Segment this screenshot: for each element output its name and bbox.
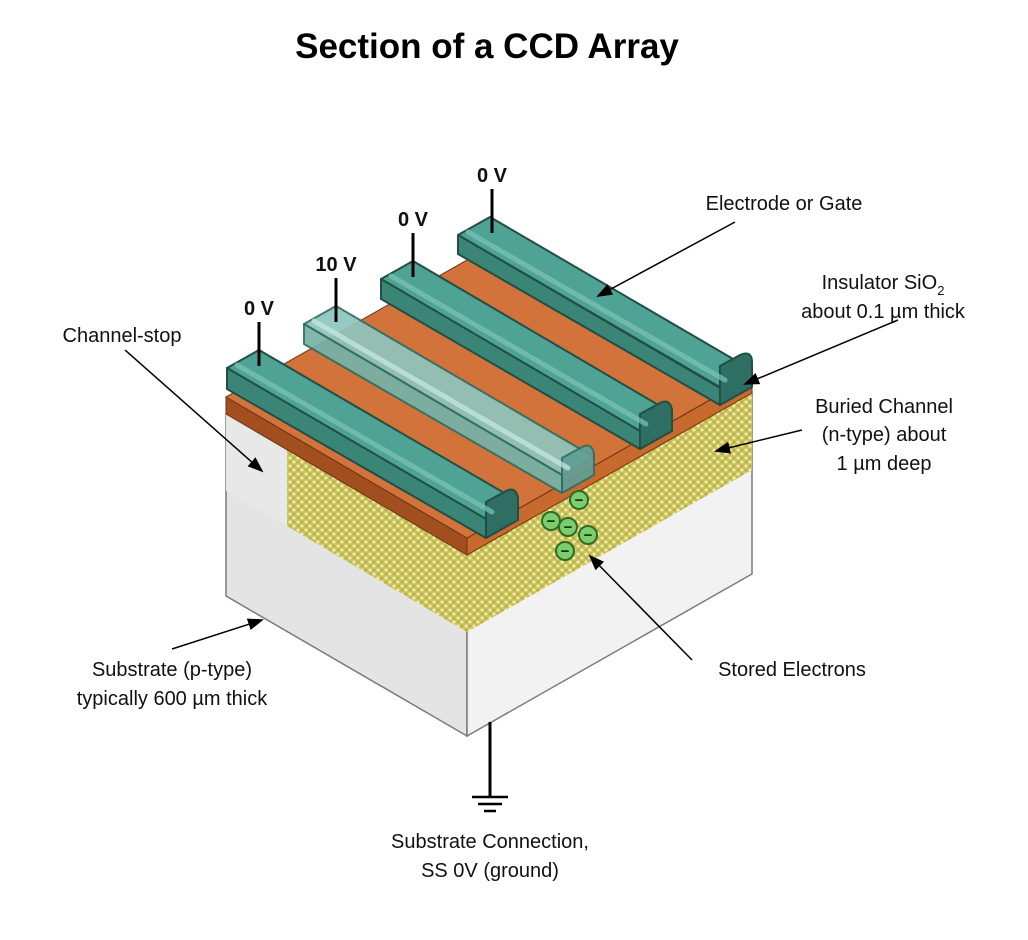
- svg-text:−: −: [547, 513, 556, 530]
- stored-electrons-label: Stored Electrons: [718, 659, 866, 681]
- electron: −: [569, 490, 589, 510]
- buried-channel-front: [467, 393, 752, 632]
- buried-channel-label-1: Buried Channel: [815, 396, 953, 418]
- svg-text:−: −: [561, 543, 570, 560]
- insulator-label-main: Insulator SiO: [822, 272, 938, 294]
- svg-text:−: −: [584, 527, 593, 544]
- gate-2-voltage: 10 V: [315, 254, 357, 276]
- buried-channel-label-3: 1 µm deep: [837, 453, 932, 475]
- stored-electrons-arrow: [588, 554, 693, 661]
- gate-4-voltage: 0 V: [477, 165, 508, 187]
- diagram-title: Section of a CCD Array: [295, 27, 679, 66]
- insulator-arrow: [743, 319, 899, 385]
- insulator-label: Insulator SiO2: [822, 272, 945, 298]
- substrate-label-1: Substrate (p-type): [92, 659, 252, 681]
- substrate-connection-label-1: Substrate Connection,: [391, 831, 589, 853]
- channel-stop-arrow: [124, 349, 264, 473]
- electron: −: [555, 541, 575, 561]
- ground-icon: [472, 795, 508, 813]
- gate-4: [457, 216, 753, 406]
- gate-2-active: [303, 305, 595, 494]
- buried-channel-left: [287, 449, 467, 632]
- buried-channel-label-2: (n-type) about: [822, 424, 947, 446]
- substrate-connection-label-2: SS 0V (ground): [421, 860, 559, 882]
- buried-channel-arrow: [714, 429, 803, 454]
- insulator-label-sub: 2: [937, 283, 944, 298]
- gate-1-voltage: 0 V: [244, 298, 275, 320]
- gate-1: [226, 349, 519, 539]
- electrode-arrow: [596, 221, 736, 297]
- substrate-label-2: typically 600 µm thick: [77, 688, 268, 710]
- stored-electrons: − − − − −: [541, 490, 598, 561]
- gate-3: [380, 260, 673, 450]
- insulator-thickness-label: about 0.1 µm thick: [801, 301, 966, 323]
- channel-stop-label: Channel-stop: [63, 325, 182, 347]
- electron: −: [578, 525, 598, 545]
- electron: −: [558, 517, 578, 537]
- svg-text:−: −: [575, 492, 584, 509]
- gate-3-voltage: 0 V: [398, 209, 429, 231]
- substrate-arrow: [171, 618, 264, 650]
- electron: −: [541, 511, 561, 531]
- svg-text:−: −: [564, 519, 573, 536]
- electrode-label: Electrode or Gate: [706, 193, 863, 215]
